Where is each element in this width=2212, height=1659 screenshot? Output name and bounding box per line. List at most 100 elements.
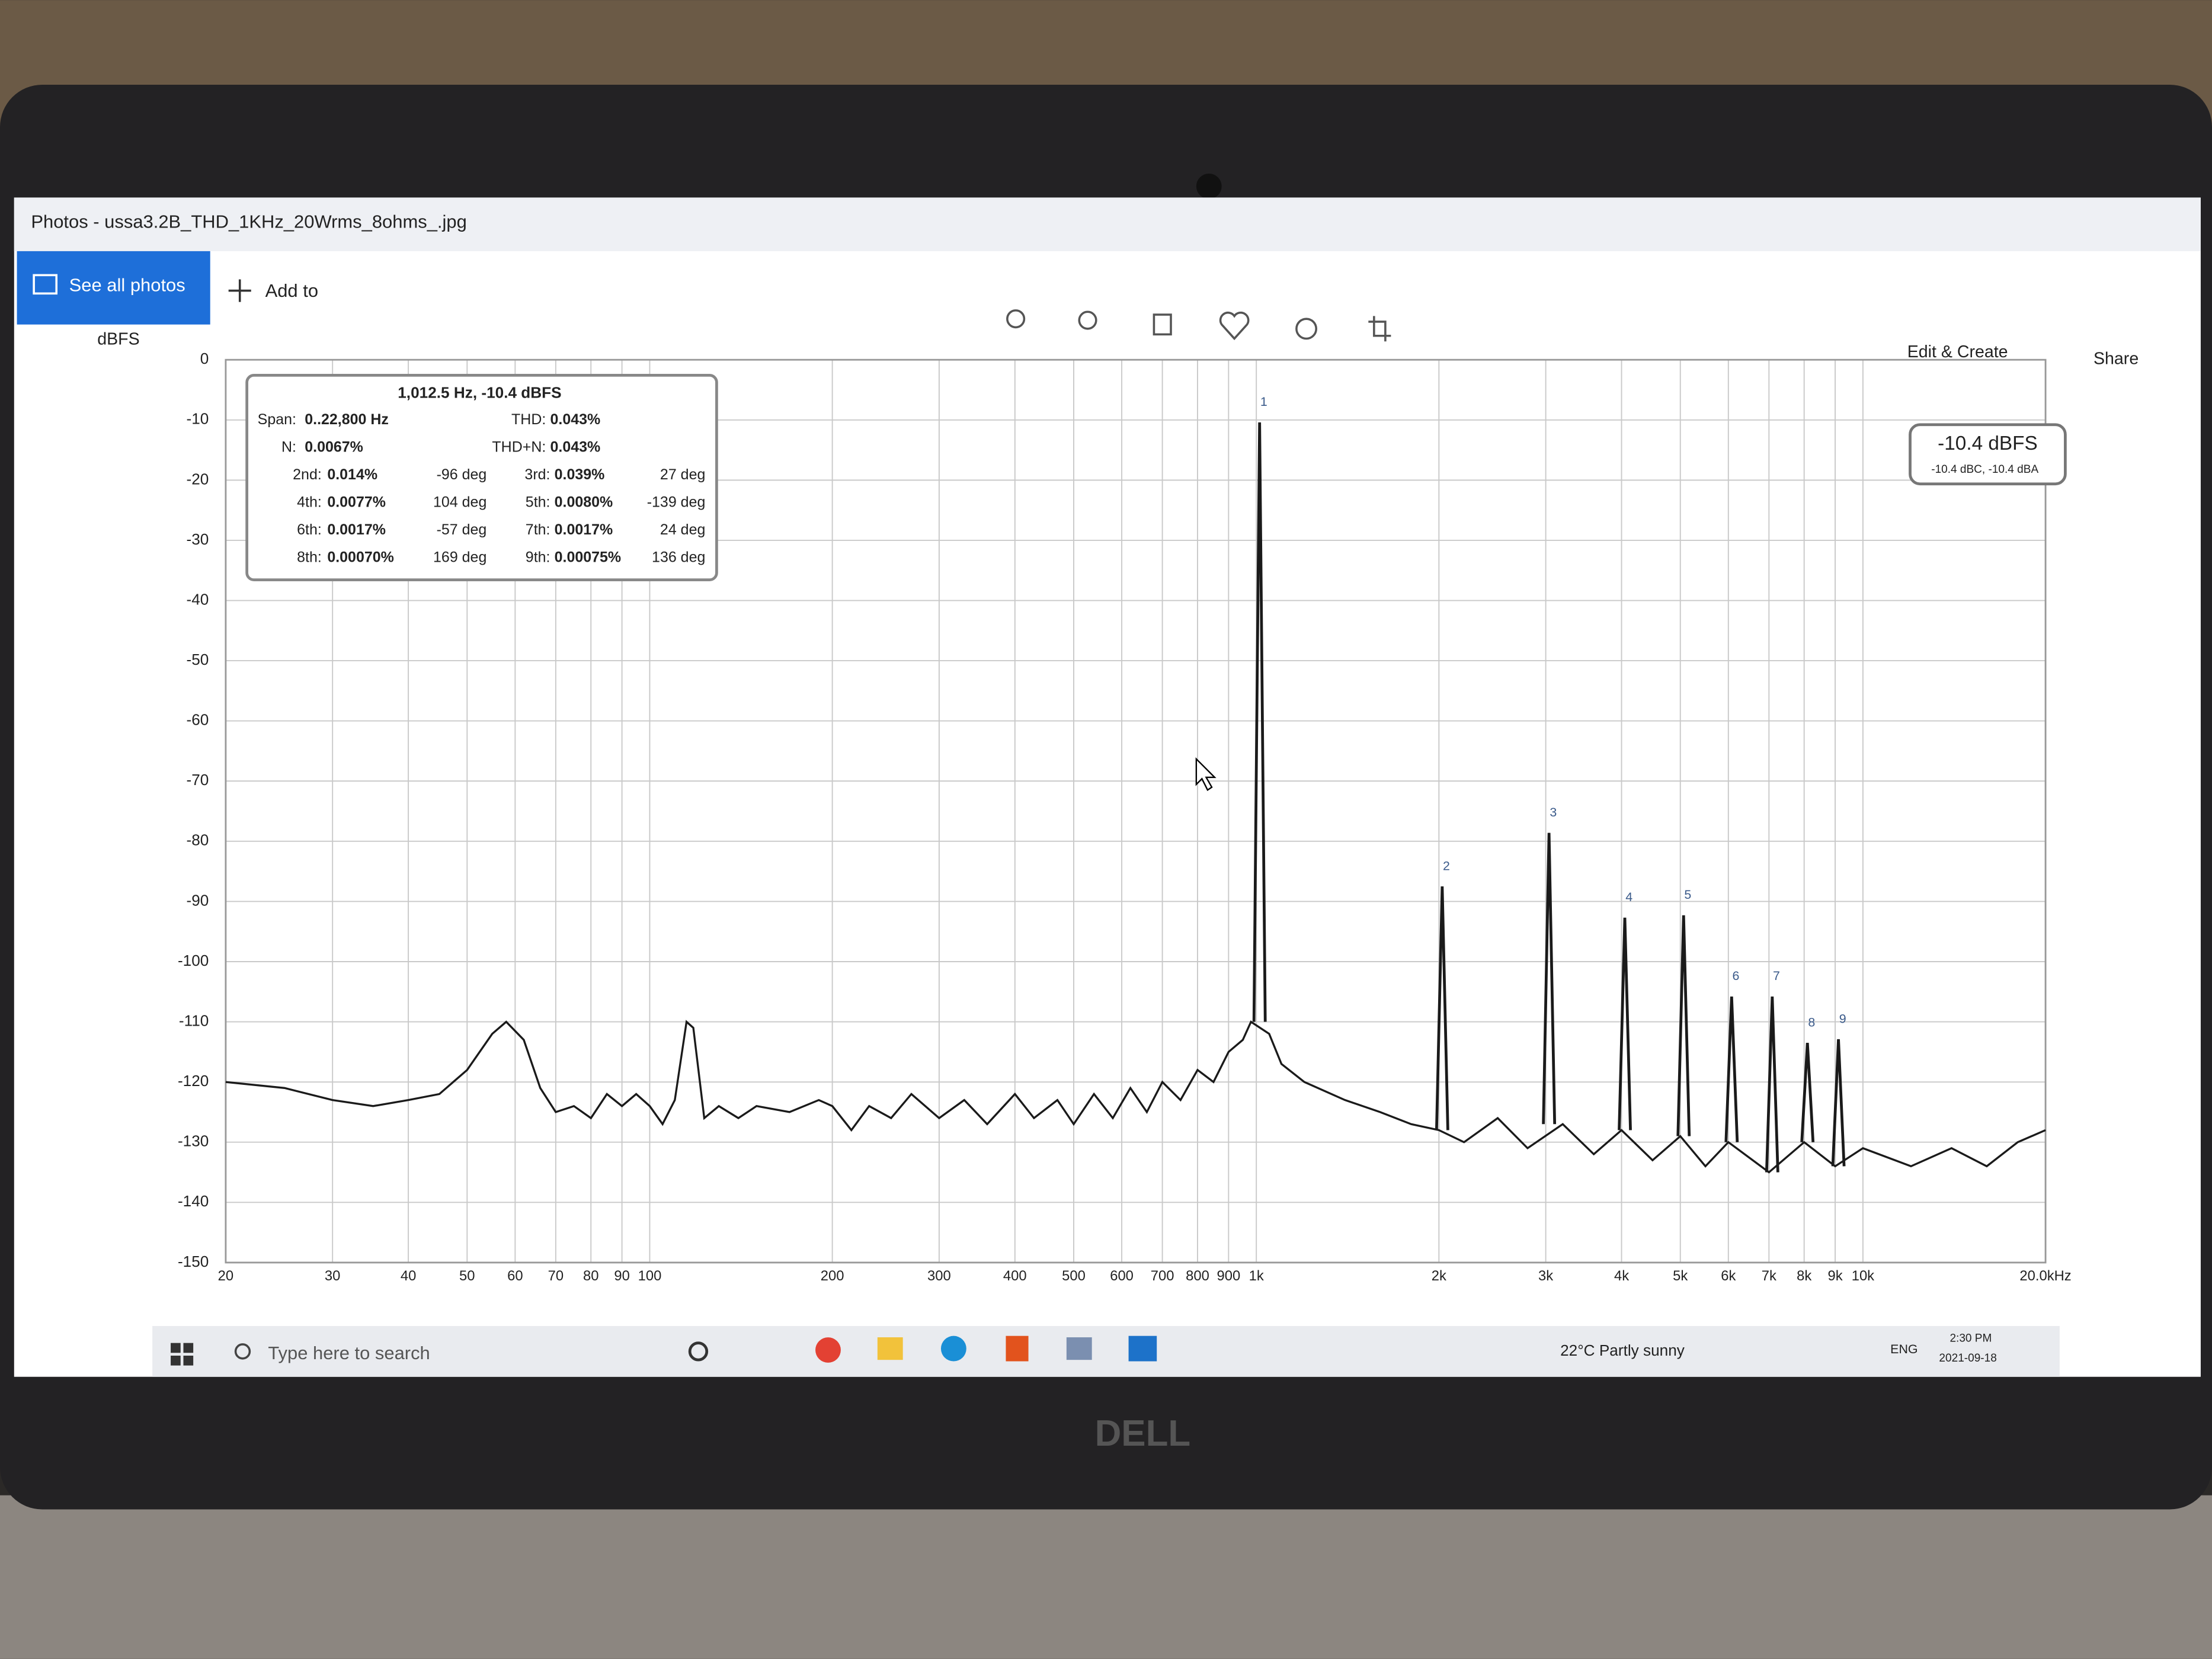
level-box [1909, 423, 2067, 486]
webcam [1196, 173, 1222, 199]
office[interactable] [1006, 1335, 1029, 1362]
readout-cell: 0.0077% [327, 494, 386, 510]
x-tick-label: 80 [583, 1268, 598, 1284]
x-tick-label: 40 [401, 1268, 416, 1284]
readout-cell: 6th: [297, 521, 322, 538]
peak-label: 1 [1260, 395, 1267, 409]
y-tick-label: 0 [200, 350, 209, 367]
zoom-in[interactable] [1006, 309, 1026, 329]
readout-cell: 24 deg [660, 521, 705, 538]
readout-cell: 136 deg [652, 549, 705, 565]
harmonic-peak [1800, 1042, 1815, 1142]
rotate[interactable] [1295, 318, 1318, 340]
photos-app[interactable] [1128, 1335, 1157, 1362]
x-tick-label: 10k [1852, 1268, 1874, 1284]
readout-cell: 7th: [526, 521, 550, 538]
see-all-button[interactable] [17, 251, 210, 325]
peak-label: 8 [1808, 1015, 1815, 1029]
delete[interactable] [1153, 313, 1172, 336]
start-button[interactable] [171, 1343, 194, 1366]
harmonic-peak [1831, 1039, 1846, 1167]
readout: Span: 0..22,800 Hz THD: 0.043% N: 0.0067% THD+… [258, 411, 706, 565]
readout-cell: 2nd: [293, 466, 322, 483]
clock-time: 2:30 PM [1949, 1332, 1992, 1344]
y-tick-label: -20 [187, 470, 209, 488]
peak-label: 7 [1773, 969, 1780, 983]
photos-icon [33, 274, 58, 295]
add-to[interactable]: Add to [265, 280, 318, 301]
x-tick-label: 500 [1062, 1268, 1086, 1284]
readout-cell: 0.00075% [555, 549, 622, 565]
see-all-label[interactable]: See all photos [69, 275, 185, 296]
search-box[interactable]: Type here to search [268, 1343, 430, 1363]
level-sub: -10.4 dBC, -10.4 dBA [1931, 463, 2038, 476]
search-icon [234, 1343, 251, 1360]
level-main: -10.4 dBFS [1938, 433, 2038, 454]
readout-cell: THD: [511, 411, 546, 428]
readout-cell: N: [281, 439, 296, 456]
explorer[interactable] [877, 1337, 903, 1360]
x-tick-label: 2k [1432, 1268, 1446, 1284]
y-tick-label: -70 [187, 771, 209, 789]
chrome[interactable] [815, 1337, 841, 1363]
readout-cell: 0.00070% [327, 549, 394, 565]
y-tick-label: -60 [187, 711, 209, 729]
readout-cell: 0.0017% [327, 521, 386, 538]
y-tick-label: -40 [187, 590, 209, 608]
y-tick-label: -110 [179, 1011, 209, 1029]
readout-cell: 27 deg [660, 466, 705, 483]
y-tick-label: -50 [187, 651, 209, 668]
harmonic-peak [1618, 917, 1632, 1130]
y-tick-label: -140 [178, 1192, 209, 1210]
y-tick-label: -100 [178, 952, 209, 969]
add-icon [228, 279, 251, 302]
x-tick-label: 7k [1762, 1268, 1776, 1284]
title-bar [14, 197, 2201, 251]
edge[interactable] [940, 1335, 966, 1362]
readout-cell: 0.014% [327, 466, 377, 483]
crop[interactable] [1368, 316, 1391, 342]
y-tick-label: -80 [187, 831, 209, 849]
toolbar-icons [1006, 309, 1391, 342]
peak-label: 4 [1625, 890, 1632, 904]
cortana[interactable] [688, 1341, 709, 1362]
weather: 22°C Partly sunny [1560, 1341, 1685, 1359]
x-tick-label: 100 [638, 1268, 662, 1284]
readout-cell: 104 deg [433, 494, 486, 510]
peak-label: 9 [1839, 1011, 1846, 1026]
favorite[interactable] [1219, 311, 1250, 341]
readout-cell: 0..22,800 Hz [305, 411, 389, 428]
y-tick-label: -90 [187, 891, 209, 909]
readout-cell: 0.0017% [555, 521, 613, 538]
y-axis-label: dBFS [97, 329, 139, 348]
x-tick-label: 70 [548, 1268, 564, 1284]
app-icon[interactable] [1066, 1337, 1092, 1360]
clock-date: 2021-09-18 [1939, 1352, 1996, 1365]
harmonic-peak [1765, 996, 1779, 1173]
readout-box [245, 374, 718, 581]
y-tick-label: -130 [178, 1132, 209, 1150]
readout-cell: Span: [258, 411, 296, 428]
x-tick-label: 20 [218, 1268, 233, 1284]
zoom-out[interactable] [1078, 310, 1097, 330]
edit-create[interactable]: Edit & Create [1907, 342, 2008, 361]
readout-cell: 0.039% [555, 466, 605, 483]
spectrum-line [225, 1020, 2046, 1174]
readout-cell: 9th: [526, 549, 550, 565]
harmonic-peak [1252, 422, 1267, 1022]
x-tick-label: 90 [614, 1268, 629, 1284]
mouse-cursor [1195, 757, 1217, 792]
readout-cell: 0.0067% [305, 439, 363, 456]
readout-cell: 5th: [526, 494, 550, 510]
readout-cell: -57 deg [437, 521, 487, 538]
share[interactable]: Share [2093, 350, 2139, 369]
y-tick-label: -30 [187, 530, 209, 548]
x-tick-label: 400 [1003, 1268, 1027, 1284]
peak-label: 3 [1550, 805, 1557, 819]
readout-cell: 4th: [297, 494, 322, 510]
peak-label: 5 [1684, 888, 1691, 902]
peak-label: 6 [1733, 969, 1740, 983]
window-title: Photos - ussa3.2B_THD_1KHz_20Wrms_8ohms_… [31, 211, 466, 232]
readout-cell: 169 deg [433, 549, 486, 565]
